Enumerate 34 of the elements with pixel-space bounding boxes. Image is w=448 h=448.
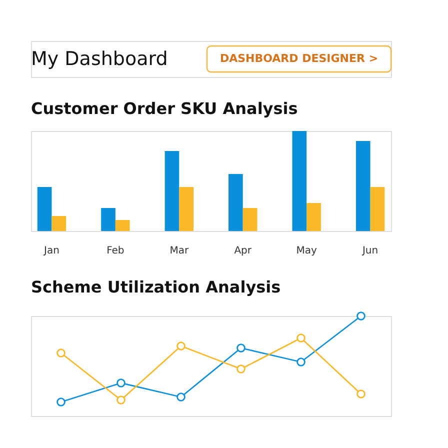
x-tick-label: Mar [170,246,190,256]
bar [101,208,116,231]
text: My Dashboard [31,48,168,70]
point [296,334,306,342]
point [56,348,66,358]
bar [164,151,180,231]
chart-title: Scheme Utilization Analysis [31,277,281,296]
bar [370,187,385,231]
bar [356,141,370,231]
x-tick-label: May [296,246,317,256]
x-tick-label: Jan [42,246,60,256]
x-tick-label: Feb [106,246,124,256]
point [236,364,246,374]
point [296,358,306,366]
x-tick-label: Apr [234,246,252,256]
bar [242,208,258,231]
bar [292,131,307,231]
chart-title: Customer Order SKU Analysis [31,99,298,118]
text: DASHBOARD DESIGNER > [220,52,378,65]
point [116,378,126,388]
bar [115,220,130,231]
x-tick-label: Jun [361,246,378,256]
bar [228,174,243,231]
bar [306,203,321,231]
point [176,342,186,350]
point [236,344,246,352]
point [176,392,186,402]
bar [52,216,66,231]
bar [37,187,52,231]
bar [179,187,194,231]
point [356,312,366,320]
point [56,398,66,406]
point [356,390,366,398]
point [116,396,126,404]
